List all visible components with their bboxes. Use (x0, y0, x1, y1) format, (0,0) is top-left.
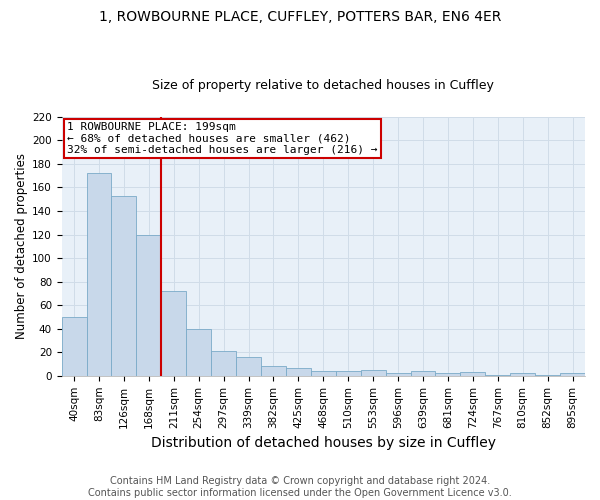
Bar (485, 374, 510, 376)
Y-axis label: Number of detached properties: Number of detached properties (15, 154, 28, 340)
Bar (211, 351, 236, 376)
Text: Contains HM Land Registry data © Crown copyright and database right 2024.
Contai: Contains HM Land Registry data © Crown c… (88, 476, 512, 498)
Bar (136, 234, 161, 376)
Text: 1, ROWBOURNE PLACE, CUFFLEY, POTTERS BAR, EN6 4ER: 1, ROWBOURNE PLACE, CUFFLEY, POTTERS BAR… (99, 10, 501, 24)
Bar (112, 196, 136, 376)
Bar (161, 291, 186, 376)
Title: Size of property relative to detached houses in Cuffley: Size of property relative to detached ho… (152, 79, 494, 92)
Bar (62, 317, 86, 376)
Bar (560, 374, 585, 376)
Bar (510, 374, 535, 376)
Bar (236, 357, 261, 376)
X-axis label: Distribution of detached houses by size in Cuffley: Distribution of detached houses by size … (151, 436, 496, 450)
Bar (535, 374, 560, 376)
Bar (186, 328, 211, 376)
Bar (386, 374, 410, 376)
Bar (261, 366, 286, 376)
Bar (361, 370, 386, 376)
Bar (311, 371, 336, 376)
Bar (436, 374, 460, 376)
Text: 1 ROWBOURNE PLACE: 199sqm
← 68% of detached houses are smaller (462)
32% of semi: 1 ROWBOURNE PLACE: 199sqm ← 68% of detac… (67, 122, 377, 155)
Bar (336, 371, 361, 376)
Bar (460, 372, 485, 376)
Bar (410, 371, 436, 376)
Bar (286, 368, 311, 376)
Bar (86, 174, 112, 376)
